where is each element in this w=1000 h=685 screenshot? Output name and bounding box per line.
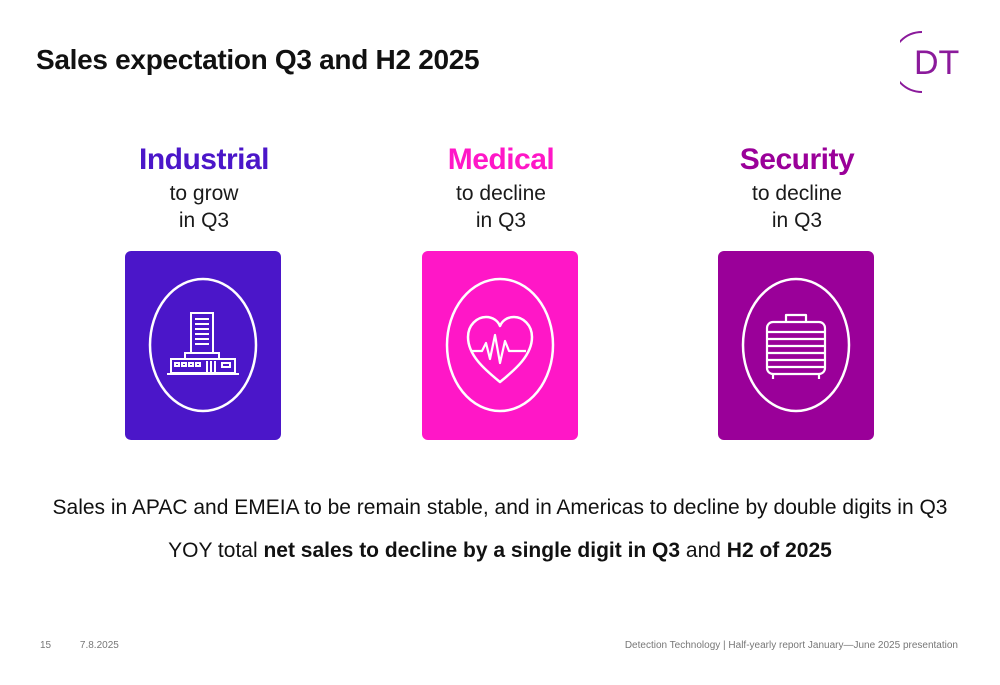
regional-outlook-statement: Sales in APAC and EMEIA to be remain sta…	[52, 496, 948, 519]
heart-pulse-icon	[445, 277, 555, 413]
footer-source: Detection Technology | Half-yearly repor…	[624, 640, 958, 651]
segment-outlook-medical: to decline	[456, 182, 546, 205]
footer-date: 7.8.2025	[79, 640, 119, 651]
segment-industrial: Industrial to grow in Q3	[124, 140, 284, 234]
segment-period-medical: in Q3	[475, 209, 527, 232]
total-outlook-statement: YOY total net sales to decline by a sing…	[0, 539, 1000, 563]
segment-name-security: Security	[739, 143, 855, 176]
dt-logo: DT	[900, 31, 959, 93]
footer-left: 15 7.8.2025	[40, 640, 119, 651]
building-icon	[148, 277, 258, 413]
dt-logo-text: DT	[914, 44, 959, 82]
total-outlook-emphasis-2: H2 of 2025	[726, 539, 832, 562]
segment-period-industrial: in Q3	[178, 209, 230, 232]
segment-security: Security to decline in Q3	[717, 140, 877, 234]
segment-name-industrial: Industrial	[138, 143, 270, 176]
segment-outlook-security: to decline	[752, 182, 842, 205]
suitcase-icon	[741, 277, 851, 413]
card-industrial	[125, 251, 281, 440]
total-outlook-prefix: YOY total	[168, 539, 264, 562]
total-outlook-emphasis-1: net sales to decline by a single digit i…	[263, 539, 681, 562]
card-medical	[422, 251, 578, 440]
card-security	[718, 251, 874, 440]
total-outlook-mid: and	[680, 539, 727, 562]
segment-name-medical: Medical	[447, 143, 555, 176]
page-number: 15	[40, 640, 52, 651]
segment-medical: Medical to decline in Q3	[421, 140, 581, 234]
segment-outlook-industrial: to grow	[169, 182, 239, 205]
segment-period-security: in Q3	[771, 209, 823, 232]
slide-title: Sales expectation Q3 and H2 2025	[36, 44, 480, 75]
